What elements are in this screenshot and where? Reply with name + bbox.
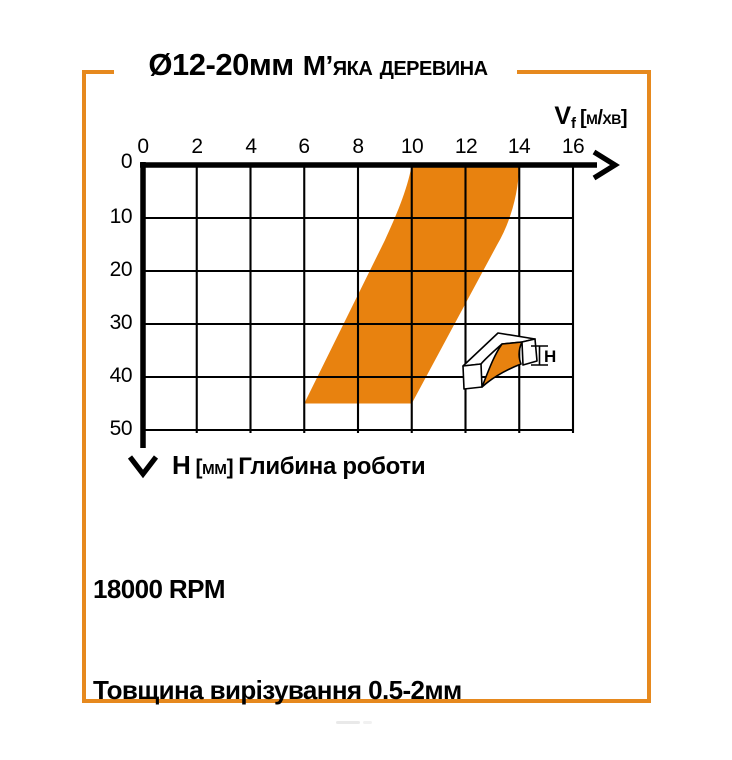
y-axis-caption: Глибина роботи	[238, 453, 426, 480]
x-axis-symbol: V	[554, 102, 571, 130]
notes-block: 18000 RPM Товщина вирізування 0.5-2мм Ко…	[93, 506, 653, 760]
x-axis-label: Vf [м/хв]	[495, 102, 627, 132]
workpiece-cut-face	[481, 341, 523, 388]
x-axis-symbol-sub: f	[571, 115, 576, 133]
print-artifact	[336, 721, 360, 724]
y-tick-label: 30	[109, 311, 133, 334]
panel-border-right	[647, 70, 651, 703]
y-tick-label: 10	[109, 205, 133, 228]
panel-border-top-right-segment	[517, 70, 651, 74]
depth-dimension-bracket	[531, 345, 548, 366]
y-tick-label: 50	[109, 417, 133, 440]
workpiece-depth-icon: H	[462, 332, 556, 390]
y-axis-symbol: H	[172, 450, 191, 480]
x-tick-label: 12	[454, 135, 478, 158]
x-axis-arrowhead	[592, 149, 620, 181]
x-axis-unit: [м/хв]	[580, 107, 628, 129]
x-tick-label: 8	[352, 135, 364, 158]
title-diameter-range: Ø12-20мм	[148, 47, 294, 82]
feed-depth-chart: H	[127, 149, 620, 479]
print-artifact	[363, 721, 372, 724]
y-tick-label: 20	[109, 258, 133, 281]
x-tick-label: 16	[561, 135, 585, 158]
y-axis-arrowhead	[127, 455, 159, 479]
y-tick-label: 40	[109, 364, 133, 387]
y-tick-label: 0	[120, 150, 133, 173]
x-tick-label: 10	[400, 135, 424, 158]
grid-horizontal-lines	[143, 216, 573, 432]
title-material: М’яка деревина	[302, 50, 488, 81]
note-rpm: 18000 RPM	[93, 574, 226, 604]
y-axis-label: H [мм] Глибина роботи	[172, 450, 426, 481]
depth-dimension-label: H	[544, 347, 556, 366]
x-tick-label: 4	[245, 135, 257, 158]
panel-border-top-left-segment	[82, 70, 114, 74]
note-cut-thickness: Товщина вирізування 0.5-2мм	[93, 674, 462, 705]
panel-border-left	[82, 70, 86, 703]
x-tick-label: 2	[191, 135, 203, 158]
page-title: Ø12-20мм М’яка деревина	[108, 47, 528, 83]
workpiece-right-end-face	[521, 338, 538, 366]
x-tick-label: 0	[137, 135, 149, 158]
y-axis-unit: [мм]	[195, 456, 234, 479]
panel-border-bottom	[82, 699, 651, 703]
x-tick-label: 14	[507, 135, 531, 158]
workpiece-left-end-face	[462, 363, 483, 390]
x-tick-label: 6	[298, 135, 310, 158]
